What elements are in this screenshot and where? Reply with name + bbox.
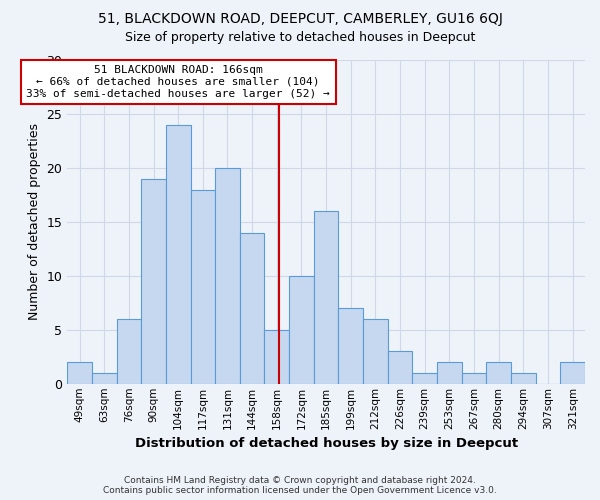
Text: 51 BLACKDOWN ROAD: 166sqm
← 66% of detached houses are smaller (104)
33% of semi: 51 BLACKDOWN ROAD: 166sqm ← 66% of detac… [26,66,330,98]
Bar [487,362,511,384]
Bar [240,232,265,384]
Bar [437,362,462,384]
Bar [388,352,412,384]
Bar [166,125,191,384]
Bar [67,362,92,384]
Bar [338,308,363,384]
Text: 51, BLACKDOWN ROAD, DEEPCUT, CAMBERLEY, GU16 6QJ: 51, BLACKDOWN ROAD, DEEPCUT, CAMBERLEY, … [98,12,502,26]
Bar [116,319,141,384]
Bar [191,190,215,384]
Bar [215,168,240,384]
Bar [412,373,437,384]
X-axis label: Distribution of detached houses by size in Deepcut: Distribution of detached houses by size … [134,437,518,450]
Bar [265,330,289,384]
Bar [560,362,585,384]
Text: Size of property relative to detached houses in Deepcut: Size of property relative to detached ho… [125,31,475,44]
Bar [141,178,166,384]
Bar [92,373,116,384]
Bar [511,373,536,384]
Text: Contains HM Land Registry data © Crown copyright and database right 2024.
Contai: Contains HM Land Registry data © Crown c… [103,476,497,495]
Bar [314,211,338,384]
Bar [462,373,487,384]
Y-axis label: Number of detached properties: Number of detached properties [28,124,41,320]
Bar [363,319,388,384]
Bar [289,276,314,384]
